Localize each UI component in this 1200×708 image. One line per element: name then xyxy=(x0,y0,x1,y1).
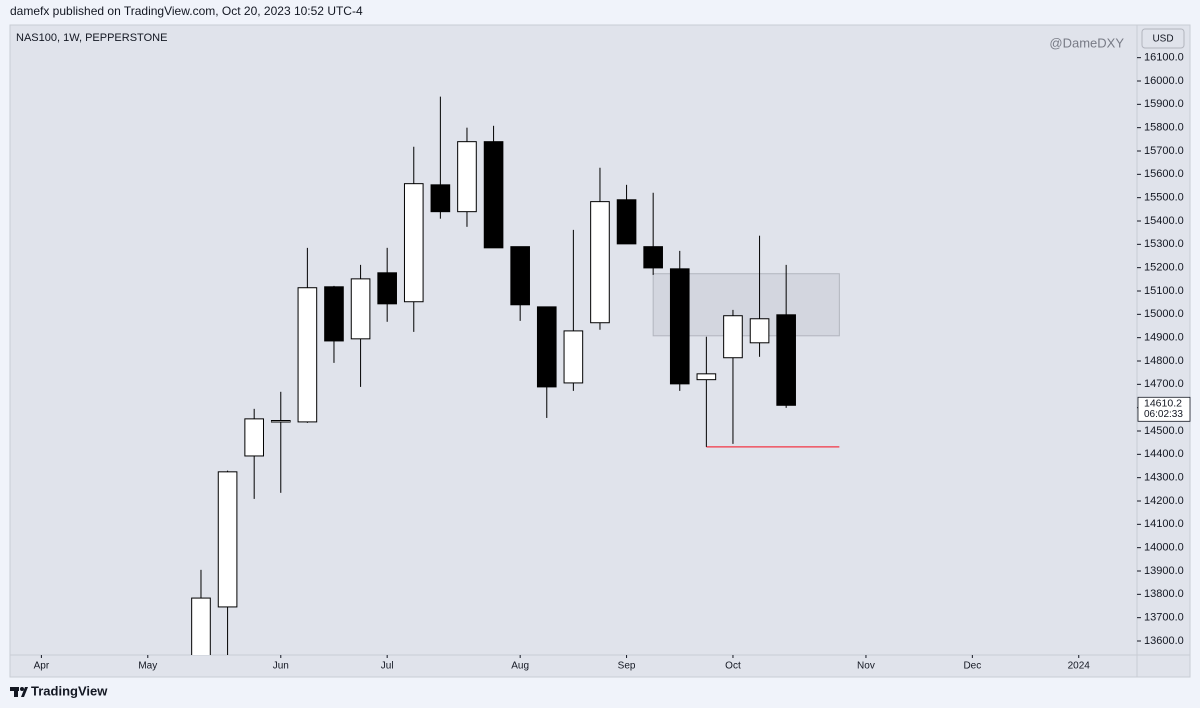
x-tick-label: May xyxy=(138,661,157,672)
x-tick-label: Jun xyxy=(273,661,289,672)
candle-down xyxy=(377,272,397,305)
candle-up xyxy=(270,420,291,423)
candle-up xyxy=(403,183,424,303)
candle-down xyxy=(510,246,530,306)
y-tick-label: 14900.0 xyxy=(1144,332,1184,344)
candle-up xyxy=(590,201,610,324)
last-price: 14610.2 xyxy=(1144,398,1182,410)
y-tick-label: 15800.0 xyxy=(1144,122,1184,134)
x-tick-label: Sep xyxy=(618,661,636,672)
candle-up xyxy=(696,373,717,381)
y-tick-label: 14800.0 xyxy=(1144,355,1184,367)
y-tick-label: 15300.0 xyxy=(1144,238,1184,250)
chart-panel xyxy=(9,24,1191,678)
x-tick-label: 2024 xyxy=(1068,661,1091,672)
x-tick-label: Jul xyxy=(381,661,394,672)
last-price-box xyxy=(1137,396,1191,422)
logo-part xyxy=(14,687,18,697)
y-tick-label: 13600.0 xyxy=(1144,635,1184,647)
candle-down xyxy=(776,314,796,406)
currency[interactable]: USD xyxy=(1152,34,1173,45)
y-tick-label: 13900.0 xyxy=(1144,565,1184,577)
y-tick-label: 13700.0 xyxy=(1144,612,1184,624)
candle-up xyxy=(191,597,211,655)
y-tick-label: 14100.0 xyxy=(1144,518,1184,530)
symbol-title: NAS100, 1W, PEPPERSTONE xyxy=(16,32,167,44)
y-tick-label: 14500.0 xyxy=(1144,425,1184,437)
candle-down xyxy=(616,199,637,245)
logo-part xyxy=(20,687,24,691)
candle-up xyxy=(350,278,371,340)
candle-down xyxy=(669,268,690,385)
brand-logo xyxy=(10,687,28,697)
y-tick-label: 15100.0 xyxy=(1144,285,1184,297)
y-tick-label: 15400.0 xyxy=(1144,215,1184,227)
y-tick-label: 14400.0 xyxy=(1144,448,1184,460)
y-tick-label: 16100.0 xyxy=(1144,52,1184,64)
candle-up xyxy=(217,471,238,608)
y-tick-label: 15000.0 xyxy=(1144,308,1184,320)
candle-down xyxy=(483,141,504,249)
y-tick-label: 14200.0 xyxy=(1144,495,1184,507)
currency-box[interactable] xyxy=(1141,28,1185,49)
countdown: 06:02:33 xyxy=(1144,409,1183,420)
x-tick-label: Apr xyxy=(34,661,50,672)
candle-up xyxy=(244,418,264,457)
plot-area xyxy=(191,96,840,655)
x-tick-label: Oct xyxy=(725,661,741,672)
candle-up xyxy=(297,287,318,423)
y-tick-label: 15200.0 xyxy=(1144,262,1184,274)
y-tick-label: 15900.0 xyxy=(1144,98,1184,110)
y-tick-label: 13800.0 xyxy=(1144,588,1184,600)
y-tick-label: 15500.0 xyxy=(1144,192,1184,204)
brand: TradingView xyxy=(31,683,108,698)
logo-part xyxy=(21,687,28,697)
y-tick-label: 16000.0 xyxy=(1144,75,1184,87)
y-tick-label: 15700.0 xyxy=(1144,145,1184,157)
x-tick-label: Aug xyxy=(511,661,529,672)
candle-down xyxy=(324,286,344,342)
x-tick-label: Nov xyxy=(857,661,875,672)
candle-up xyxy=(749,318,770,344)
candle-down xyxy=(536,306,557,388)
candle-up xyxy=(563,330,584,384)
candle-up xyxy=(457,141,477,213)
y-tick-label: 15600.0 xyxy=(1144,168,1184,180)
x-tick-label: Dec xyxy=(963,661,981,672)
y-tick-label: 14300.0 xyxy=(1144,472,1184,484)
y-tick-label: 14700.0 xyxy=(1144,378,1184,390)
candle-down xyxy=(643,246,663,269)
candle-up xyxy=(723,315,743,359)
candle-down xyxy=(430,184,451,213)
publish-info: damefx published on TradingView.com, Oct… xyxy=(10,4,363,18)
watermark: @DameDXY xyxy=(1049,35,1124,50)
y-tick-label: 14000.0 xyxy=(1144,542,1184,554)
